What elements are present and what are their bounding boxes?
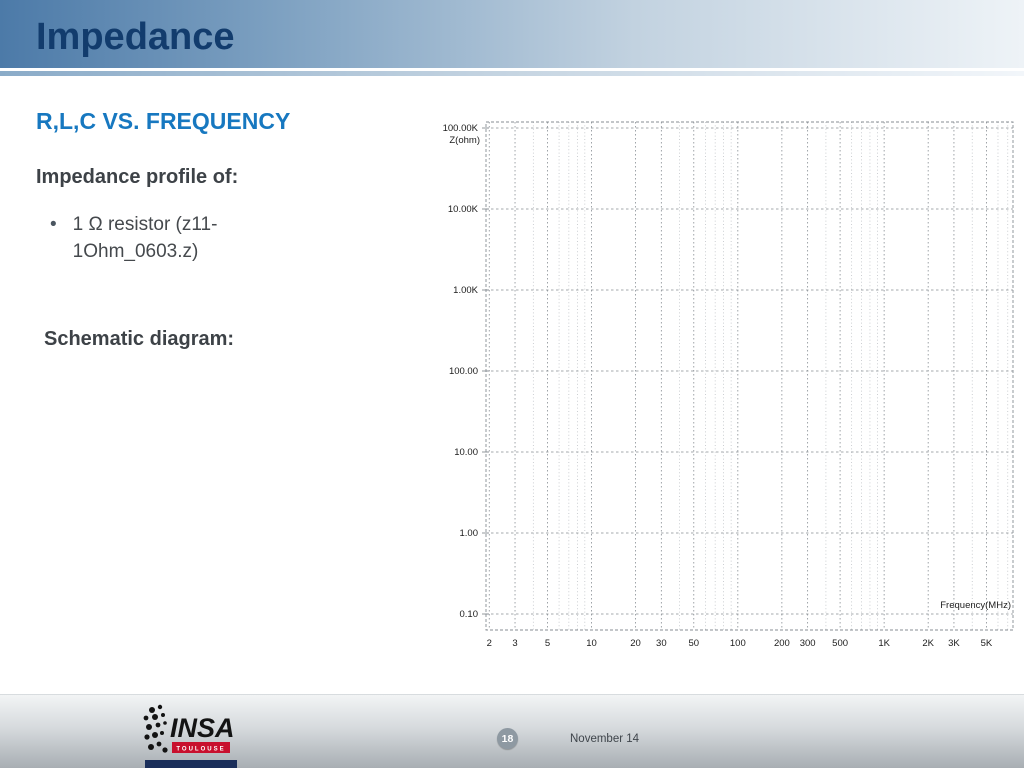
svg-text:5K: 5K — [981, 638, 993, 649]
svg-text:10: 10 — [586, 638, 597, 649]
logo-dots — [143, 704, 168, 753]
bullet-item: • 1 Ω resistor (z11-1Ohm_0603.z) — [50, 212, 290, 265]
svg-text:1K: 1K — [878, 638, 890, 649]
svg-text:2K: 2K — [922, 638, 934, 649]
svg-text:300: 300 — [800, 638, 816, 649]
section-heading: R,L,C VS. FREQUENCY — [36, 108, 291, 134]
svg-text:0.10: 0.10 — [460, 609, 479, 620]
footer-date: November 14 — [570, 733, 640, 745]
svg-text:5: 5 — [545, 638, 550, 649]
insa-toulouse-logo: INSA TOULOUSE — [143, 704, 235, 753]
slide-title: Impedance — [36, 16, 235, 58]
svg-text:10.00K: 10.00K — [448, 204, 479, 215]
logo-text: INSA — [170, 713, 235, 743]
svg-text:1.00: 1.00 — [460, 528, 479, 539]
svg-text:Frequency(MHz): Frequency(MHz) — [940, 600, 1011, 611]
schematic-diagram-label: Schematic diagram: — [44, 328, 235, 350]
svg-text:500: 500 — [832, 638, 848, 649]
logo-navy-strip — [145, 760, 237, 768]
svg-text:1.00K: 1.00K — [453, 285, 478, 296]
impedance-chart: 100.00K 10.00K 1.00K 100.00 10.00 1.00 0.10 Z(o… — [438, 112, 1024, 660]
logo-red-bar — [172, 742, 230, 753]
bullet-icon: • — [50, 214, 57, 235]
impedance-chart-svg: 100.00K 10.00K 1.00K 100.00 10.00 1.00 0.10 Z(o… — [443, 121, 1014, 649]
logo-subtext: TOULOUSE — [176, 747, 225, 753]
svg-text:3K: 3K — [948, 638, 960, 649]
svg-text:50: 50 — [688, 638, 699, 649]
bullet-text: 1 Ω resistor (z11-1Ohm_0603.z) — [72, 214, 218, 262]
svg-text:30: 30 — [656, 638, 667, 649]
page-number-badge: 18 — [497, 728, 518, 749]
impedance-profile-label: Impedance profile of: — [36, 166, 239, 188]
svg-text:Z(ohm): Z(ohm) — [449, 135, 480, 146]
svg-text:200: 200 — [774, 638, 790, 649]
svg-text:10.00: 10.00 — [454, 447, 478, 458]
slide-header: Impedance — [0, 0, 1024, 68]
header-accent-strip — [0, 71, 1024, 76]
svg-text:100.00K: 100.00K — [443, 123, 479, 134]
svg-text:100: 100 — [730, 638, 746, 649]
svg-text:100.00: 100.00 — [449, 366, 478, 377]
svg-text:3: 3 — [512, 638, 517, 649]
svg-text:20: 20 — [630, 638, 641, 649]
svg-text:2: 2 — [487, 638, 492, 649]
